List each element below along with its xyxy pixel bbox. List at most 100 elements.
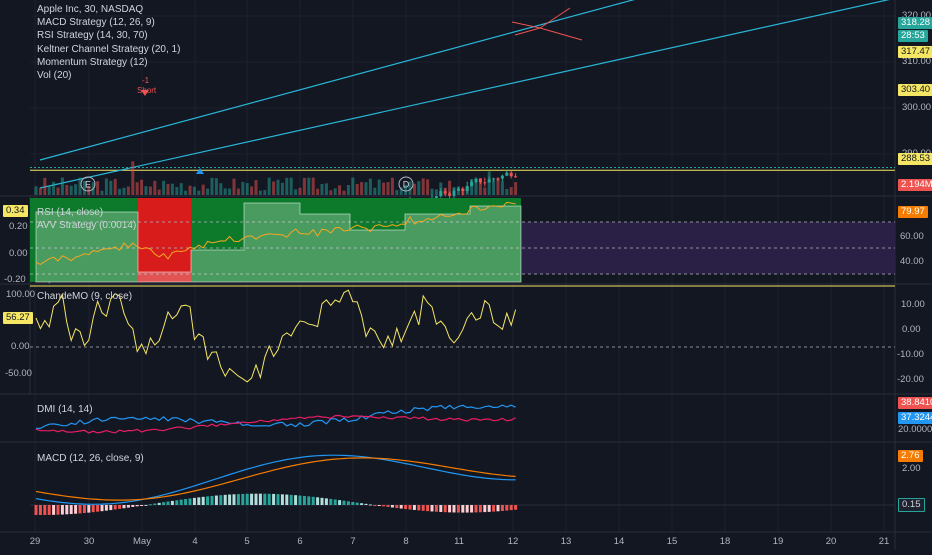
rsi-legend-title[interactable]: RSI (14, close) (37, 207, 104, 218)
macd-legend[interactable]: MACD (12, 26, close, 9) (37, 452, 144, 465)
volume-bar (294, 189, 298, 195)
volume-bar (197, 190, 201, 195)
volume-bar (307, 177, 311, 195)
volume-bar (390, 177, 394, 195)
volume-bar (47, 185, 51, 195)
volume-bar (426, 179, 430, 195)
volume-bar (122, 187, 126, 195)
volume-bar (78, 177, 82, 195)
macd-histogram-bar (144, 504, 148, 506)
volume-bar (170, 183, 174, 195)
macd-histogram-tag: 0.15 (898, 498, 925, 512)
volume-bar (126, 186, 130, 195)
volume-bar (258, 190, 262, 195)
volume-bar (157, 189, 161, 195)
rsi-line (35, 201, 516, 265)
avv-legend-title[interactable]: AVV Strategy (0.0014) (37, 220, 137, 232)
chandemo-right-tick: 0.00 (902, 324, 921, 335)
volume-bar (386, 182, 390, 195)
volume-bar (465, 187, 469, 195)
macd-histogram-bar (245, 493, 249, 505)
macd-histogram-bar (307, 496, 311, 505)
signal-label: -1 (142, 76, 150, 85)
volume-bar (412, 183, 416, 195)
macd-histogram-bar (412, 505, 416, 510)
macd-histogram-bar (302, 495, 306, 505)
dmi-minus-line (35, 414, 516, 434)
macd-histogram-bar (214, 495, 218, 505)
time-label: 7 (350, 536, 356, 547)
macd-histogram-bar (452, 505, 456, 513)
volume-bar (276, 179, 280, 195)
macd-histogram-bar (324, 498, 328, 505)
rsi-left-tick: -0.20 (4, 274, 26, 285)
volume-bar (60, 177, 64, 195)
volume-bar (496, 178, 500, 195)
rsi-right-tag: 79.97 (898, 206, 928, 218)
macd-histogram-bar (263, 493, 267, 505)
time-label: 20 (825, 536, 837, 547)
macd-histogram-bar (228, 494, 232, 505)
time-label: 21 (878, 536, 890, 547)
volume-bar (272, 181, 276, 195)
volume-bar (34, 186, 38, 195)
macd-histogram-bar (201, 496, 205, 505)
macd-histogram-bar (166, 501, 170, 505)
volume-bar (188, 185, 192, 195)
macd-legend-title[interactable]: MACD (12, 26, close, 9) (37, 453, 144, 464)
indicator-momentum-strategy[interactable]: Momentum Strategy (12) (37, 56, 148, 68)
dmi-legend-title[interactable]: DMI (14, 14) (37, 404, 93, 415)
volume-bar (404, 184, 408, 195)
candle-body (434, 196, 438, 198)
macd-histogram-bar (272, 493, 276, 505)
symbol-title[interactable]: Apple Inc, 30, NASDAQ (37, 4, 144, 15)
macd-histogram-bar (148, 504, 152, 506)
macd-histogram-bar (192, 497, 196, 505)
indicator-volume[interactable]: Vol (20) (37, 69, 72, 81)
macd-histogram-bar (421, 505, 425, 511)
channel-lower (39, 0, 890, 189)
macd-histogram-bar (65, 505, 69, 515)
macd-histogram-bar (179, 499, 183, 505)
signal-sub-label: Short (137, 86, 157, 95)
macd-histogram-bar (470, 505, 474, 513)
chandemo-right-tick: 10.00 (901, 299, 925, 310)
rsi-left-tick: 0.00 (9, 248, 28, 259)
indicator-macd-strategy[interactable]: MACD Strategy (12, 26, 9) (37, 17, 155, 29)
volume-bar (263, 190, 267, 195)
macd-histogram-bar (254, 493, 258, 505)
volume-bar (109, 180, 113, 195)
volume-bar (421, 178, 425, 195)
macd-histogram-bar (298, 495, 302, 505)
dmi-plus-line (36, 404, 516, 429)
indicator-keltner-strategy[interactable]: Keltner Channel Strategy (20, 1) (37, 43, 181, 55)
volume-bar (461, 188, 465, 195)
volume-bar (289, 177, 293, 195)
volume-bar (65, 184, 69, 195)
macd-histogram-bar (443, 505, 447, 513)
chandemo-legend-title[interactable]: ChandeMO (9, close) (37, 291, 133, 302)
volume-bar (38, 187, 42, 195)
macd-histogram-bar (122, 505, 126, 509)
volume-bar (452, 187, 456, 195)
volume-bar (219, 183, 223, 195)
volume-bar (302, 177, 306, 195)
indicator-rsi-strategy[interactable]: RSI Strategy (14, 30, 70) (37, 30, 148, 42)
volume-bar (192, 186, 196, 195)
volume-bar (131, 161, 135, 195)
long-arrow (196, 168, 204, 174)
volume-bar (368, 178, 372, 195)
volume-bar (228, 188, 232, 195)
macd-histogram-bar (386, 505, 390, 507)
chandemo-legend[interactable]: ChandeMO (9, close) (37, 290, 132, 303)
volume-bar (184, 190, 188, 195)
dmi-legend[interactable]: DMI (14, 14) (37, 403, 93, 416)
volume-bar (399, 187, 403, 195)
macd-histogram-bar (153, 503, 157, 505)
macd-histogram-bar (140, 505, 144, 506)
macd-histogram-bar (395, 505, 399, 509)
macd-histogram-bar (417, 505, 421, 511)
volume-bar (311, 177, 315, 195)
